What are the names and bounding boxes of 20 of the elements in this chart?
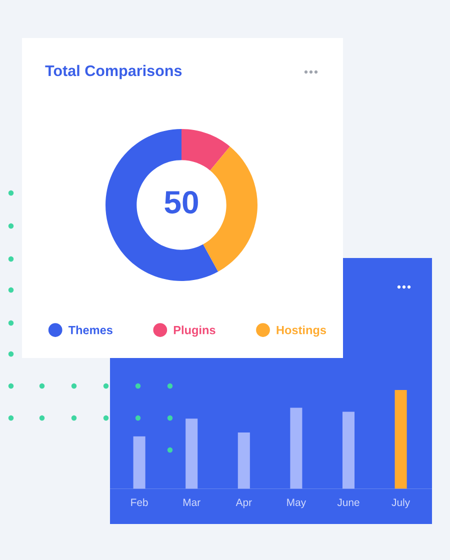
text: 50 [164,190,198,214]
bar [394,390,407,489]
x-tick-label: Feb [131,498,148,506]
x-tick-label: May [287,498,306,508]
x-tick-label: Apr [236,498,252,508]
donut-slice [203,146,258,272]
bar [290,408,302,489]
donut-slice [106,129,218,281]
donut-slice [182,129,230,170]
x-tick-label: Mar [183,498,200,506]
legend-label: Plugins [174,326,216,337]
bar [238,432,250,489]
bar [133,436,146,489]
legend-label: Themes [68,326,112,334]
bar [342,412,355,489]
legend-label: Hostings [276,326,326,337]
chart-title: Total Comparisons [45,64,182,80]
x-tick-label: July [392,498,410,508]
x-tick-label: June [337,498,360,506]
bar [186,418,198,489]
